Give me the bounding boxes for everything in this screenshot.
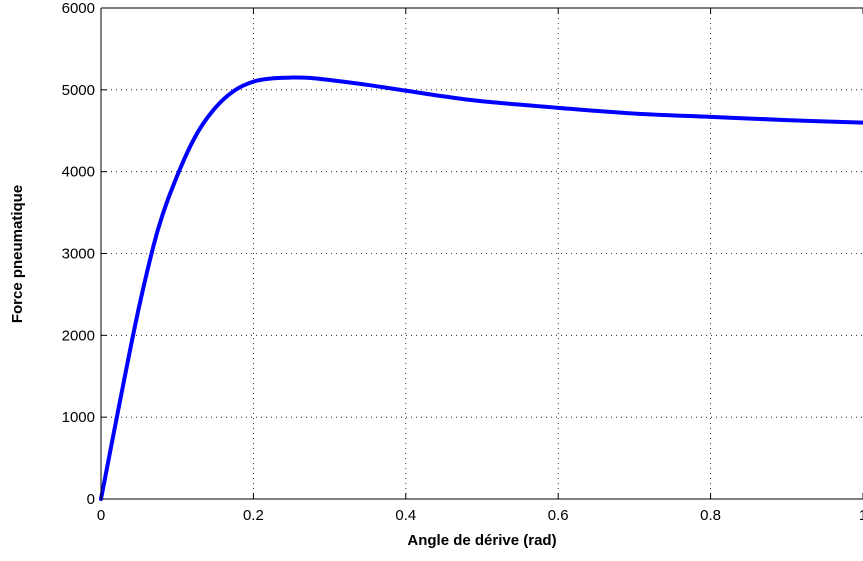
x-tick-label: 0.8 xyxy=(700,507,721,524)
series-line xyxy=(99,75,863,501)
y-axis-label: Force pneumatique xyxy=(9,185,26,323)
x-tick-label: 0.6 xyxy=(548,507,569,524)
x-axis-ticks: 0 0.2 0.4 0.6 0.8 1 xyxy=(97,8,863,524)
x-tick-label: 0.2 xyxy=(243,507,264,524)
grid-lines xyxy=(101,8,863,499)
y-tick-label: 6000 xyxy=(62,0,95,17)
y-tick-label: 2000 xyxy=(62,327,95,344)
y-tick-label: 4000 xyxy=(62,164,95,181)
x-tick-label: 0 xyxy=(97,507,105,524)
y-tick-label: 0 xyxy=(87,491,95,508)
series-layer xyxy=(99,75,863,501)
x-tick-label: 0.4 xyxy=(395,507,416,524)
x-tick-label: 1 xyxy=(859,507,863,524)
x-axis-label: Angle de dérive (rad) xyxy=(407,532,556,549)
y-tick-label: 3000 xyxy=(62,246,95,263)
y-tick-label: 5000 xyxy=(62,82,95,99)
y-tick-label: 1000 xyxy=(62,409,95,426)
y-axis-ticks: 0 1000 2000 3000 4000 5000 6000 xyxy=(62,0,107,508)
